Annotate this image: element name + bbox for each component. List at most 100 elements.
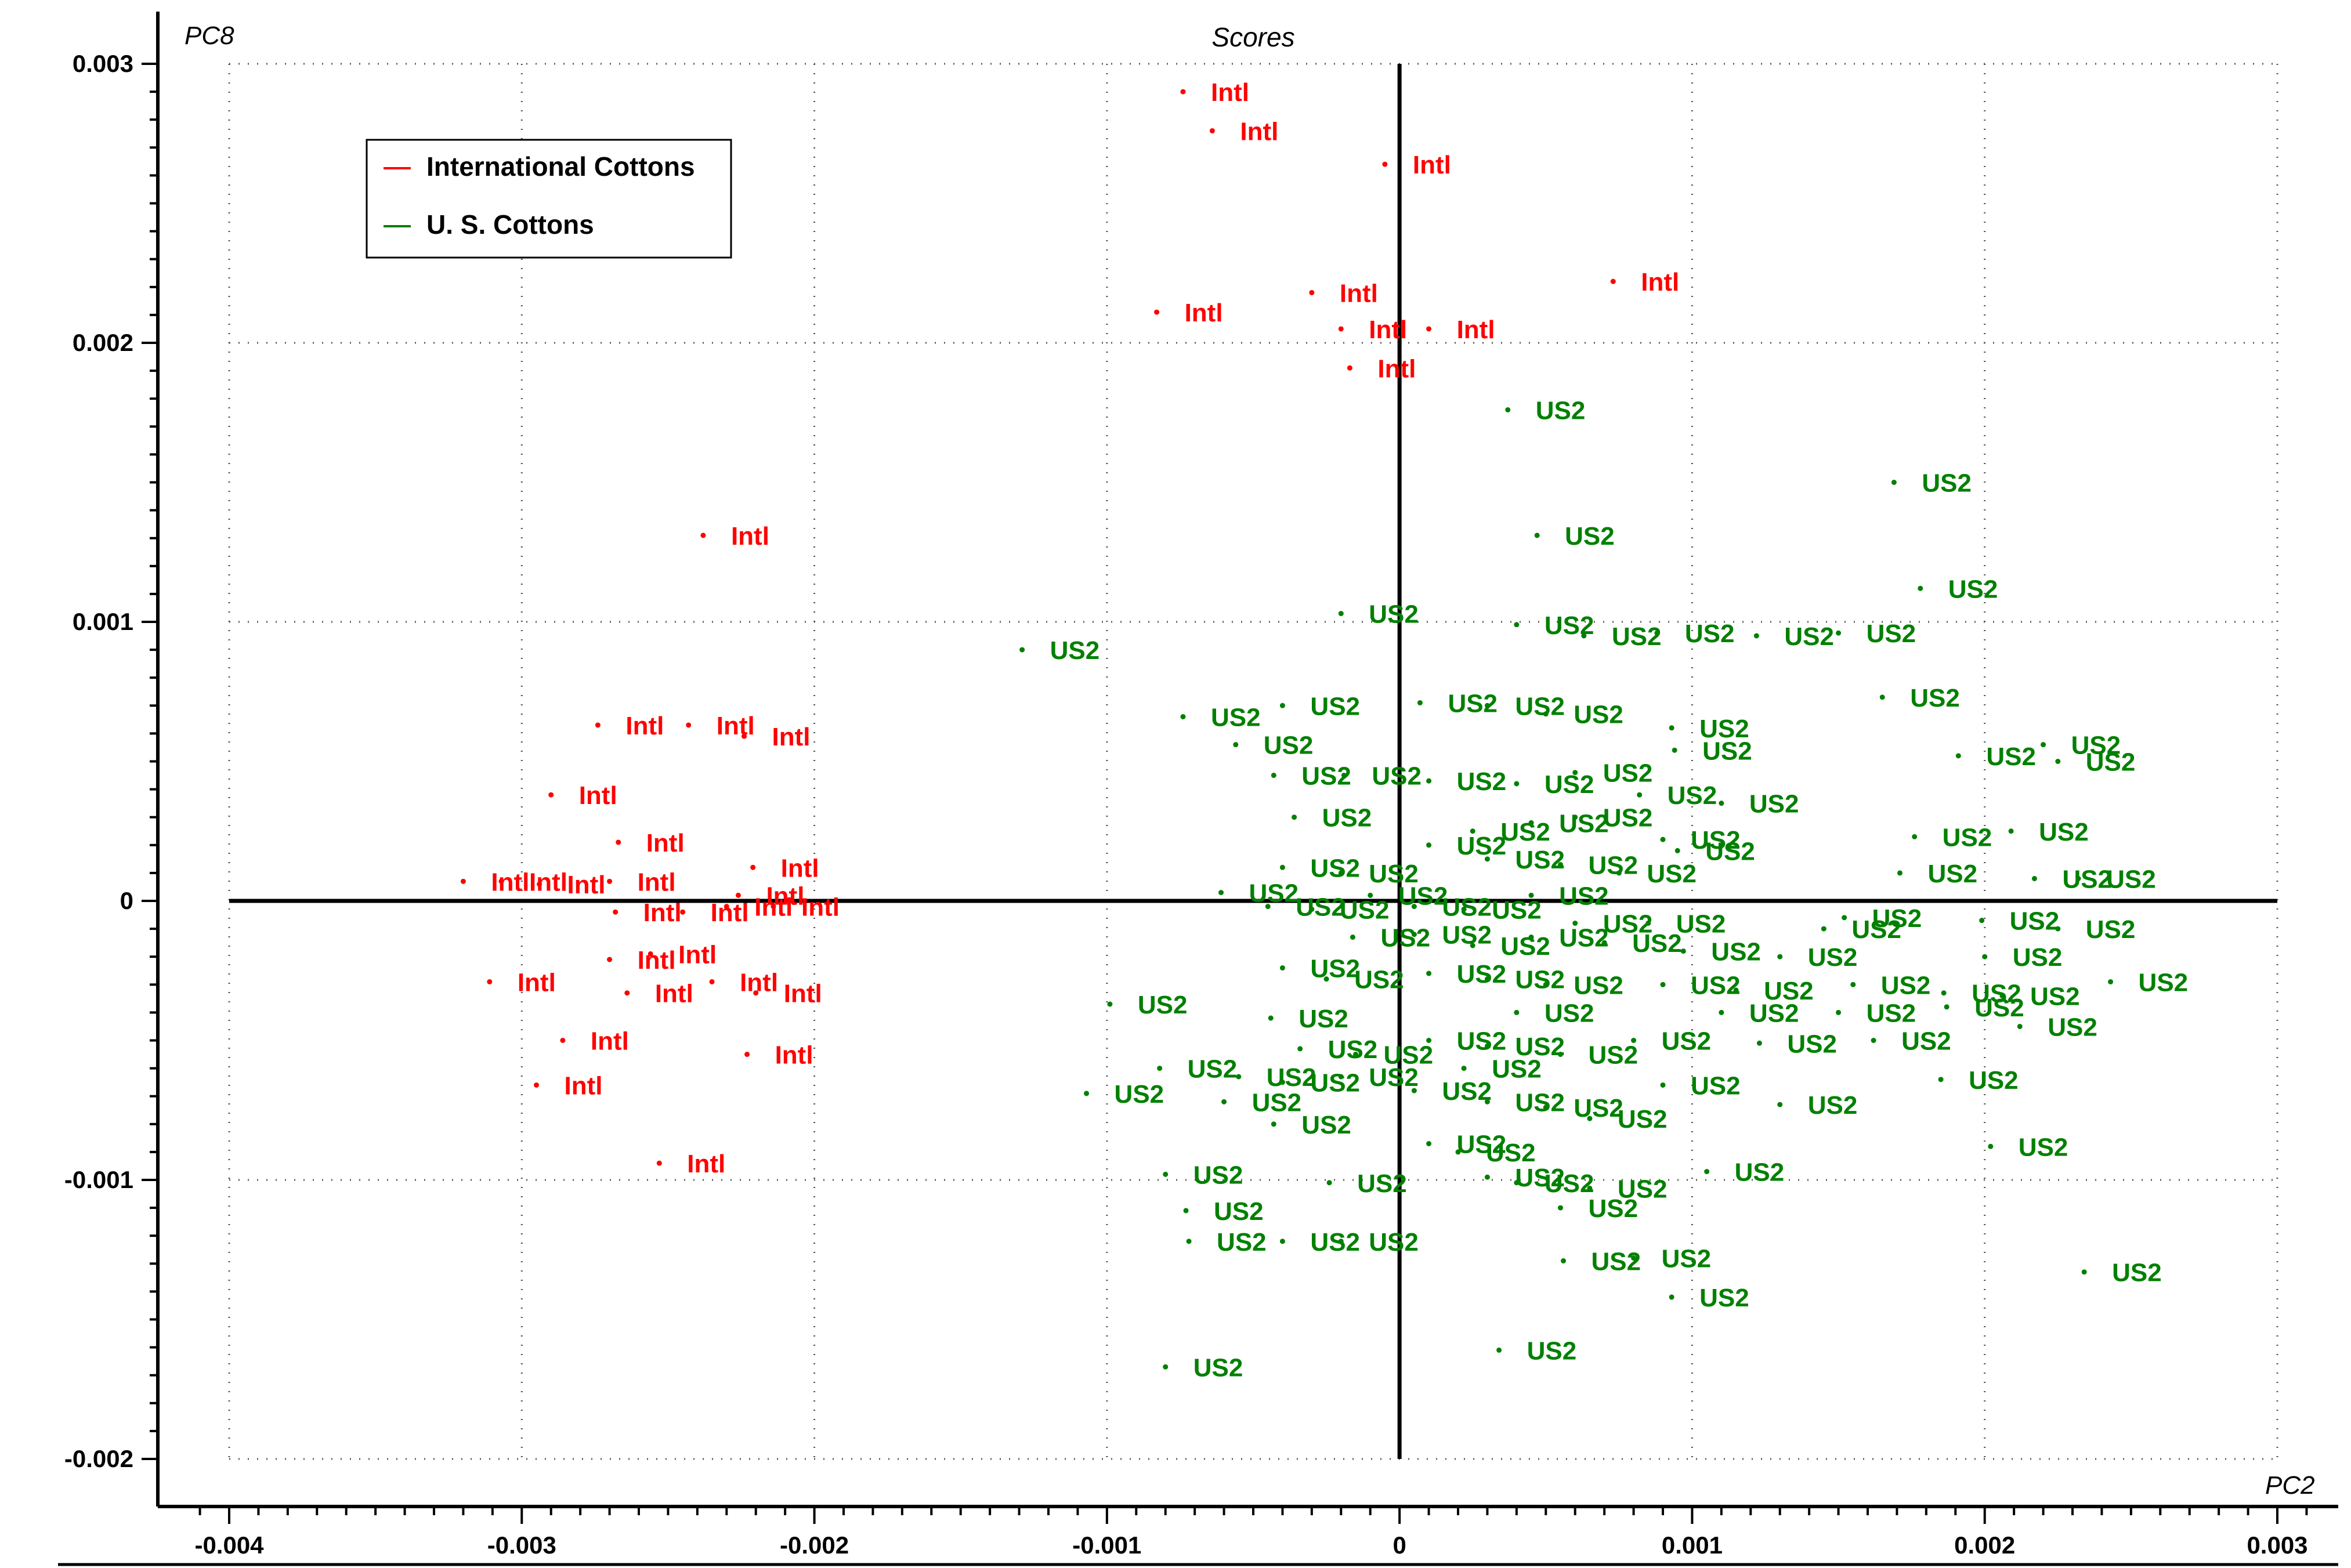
data-point: [1505, 407, 1511, 412]
data-point-label: US2: [1515, 846, 1565, 874]
data-point: [1918, 585, 1923, 591]
data-point-label: US2: [1384, 1041, 1434, 1070]
data-point: [1616, 870, 1622, 876]
data-point-label: US2: [1612, 622, 1662, 651]
data-point-label: Intl: [678, 940, 717, 969]
data-point-label: Intl: [579, 781, 617, 810]
data-point-label: US2: [1603, 759, 1653, 788]
data-point-label: US2: [1927, 860, 1977, 888]
data-point: [1309, 906, 1315, 912]
data-point: [1558, 861, 1563, 867]
data-point-label: US2: [1457, 1130, 1507, 1158]
data-point: [607, 957, 613, 962]
data-point-label: Intl: [731, 522, 769, 551]
data-point: [1157, 1066, 1163, 1071]
data-point-label: Intl: [567, 871, 606, 899]
data-point: [700, 533, 706, 538]
data-point: [1938, 1077, 1944, 1082]
data-point: [1719, 801, 1724, 806]
data-point-label: US2: [1662, 1245, 1712, 1273]
data-point-label: US2: [1492, 1055, 1542, 1084]
data-point-label: Intl: [638, 868, 676, 896]
data-point-label: US2: [2039, 818, 2089, 846]
data-point-label: US2: [1910, 684, 1960, 712]
legend: International Cottons U. S. Cottons: [366, 139, 732, 259]
data-point: [1674, 848, 1680, 853]
data-point: [595, 722, 601, 728]
data-point: [1426, 778, 1432, 784]
data-point-label: US2: [1457, 960, 1507, 988]
data-point-label: Intl: [625, 712, 664, 740]
data-point: [1680, 948, 1686, 954]
data-point: [2017, 1023, 2023, 1029]
data-point-label: Intl: [801, 893, 840, 922]
data-point: [686, 722, 692, 728]
data-point-label: US2: [1592, 1247, 1641, 1276]
data-point: [498, 878, 504, 884]
data-point: [607, 878, 613, 884]
data-point-label: US2: [1618, 1175, 1668, 1203]
data-point: [1999, 993, 2005, 999]
data-point-label: Intl: [1211, 78, 1249, 107]
data-point-label: US2: [1515, 692, 1565, 720]
data-point-label: US2: [1574, 1094, 1623, 1122]
data-point-label: US2: [1867, 620, 1916, 648]
data-point-label: US2: [1691, 826, 1741, 854]
data-point-label: US2: [1974, 994, 2024, 1022]
data-point-label: US2: [1515, 1033, 1565, 1061]
data-point: [1558, 1205, 1563, 1211]
data-point: [1672, 747, 1677, 753]
data-point: [1180, 89, 1186, 95]
data-point-label: Intl: [591, 1027, 629, 1056]
data-point: [1268, 1015, 1274, 1021]
data-point: [1455, 1149, 1461, 1155]
data-point-label: US2: [1138, 991, 1188, 1019]
data-point: [1338, 1239, 1344, 1244]
data-point-label: Intl: [1369, 316, 1407, 344]
data-point: [1645, 920, 1651, 926]
data-point: [1581, 633, 1587, 639]
data-point-label: US2: [1264, 732, 1314, 760]
data-point: [750, 864, 756, 870]
series-us: US2 US2 US2 US2 US2 US2 US2 US2 US2 US2 US2 US2 US2 U…: [1019, 396, 2188, 1382]
data-point: [1496, 1347, 1502, 1353]
data-point-label: US2: [2112, 1259, 2162, 1287]
data-point: [1338, 611, 1344, 617]
data-point-label: Intl: [1240, 117, 1278, 146]
data-point: [1338, 326, 1344, 332]
data-point: [1669, 725, 1674, 731]
data-point-label: US2: [2071, 732, 2121, 760]
data-point: [616, 839, 621, 845]
data-point-label: US2: [1500, 932, 1550, 961]
data-point: [1719, 1009, 1724, 1015]
data-point: [1411, 904, 1417, 910]
data-point: [680, 909, 686, 915]
data-point: [537, 881, 542, 887]
data-point-label: US2: [2086, 915, 2136, 944]
data-point: [1341, 773, 1347, 778]
data-point-label: US2: [1922, 469, 1972, 498]
data-point-label: Intl: [638, 946, 676, 975]
data-point: [1631, 1255, 1637, 1261]
data-point: [1163, 1171, 1169, 1177]
data-point: [1850, 982, 1856, 987]
data-point: [1279, 1239, 1285, 1244]
data-point: [624, 990, 630, 996]
data-point-label: US2: [1574, 701, 1623, 729]
data-point-label: Intl: [784, 980, 822, 1008]
legend-box: [366, 139, 732, 259]
data-point: [1426, 1038, 1432, 1043]
data-point-label: US2: [1442, 1077, 1492, 1106]
data-point: [1610, 278, 1616, 284]
data-point: [1528, 820, 1534, 825]
data-point: [1426, 971, 1432, 976]
grid-lines: [228, 63, 2278, 1460]
data-point-label: US2: [1310, 854, 1360, 882]
data-point-label: US2: [1735, 1158, 1785, 1187]
data-point-label: US2: [1545, 770, 1594, 799]
data-point: [1279, 965, 1285, 971]
data-point-label: US2: [1188, 1055, 1238, 1084]
data-point-label: US2: [1764, 977, 1814, 1005]
data-point-label: US2: [1901, 1027, 1951, 1056]
